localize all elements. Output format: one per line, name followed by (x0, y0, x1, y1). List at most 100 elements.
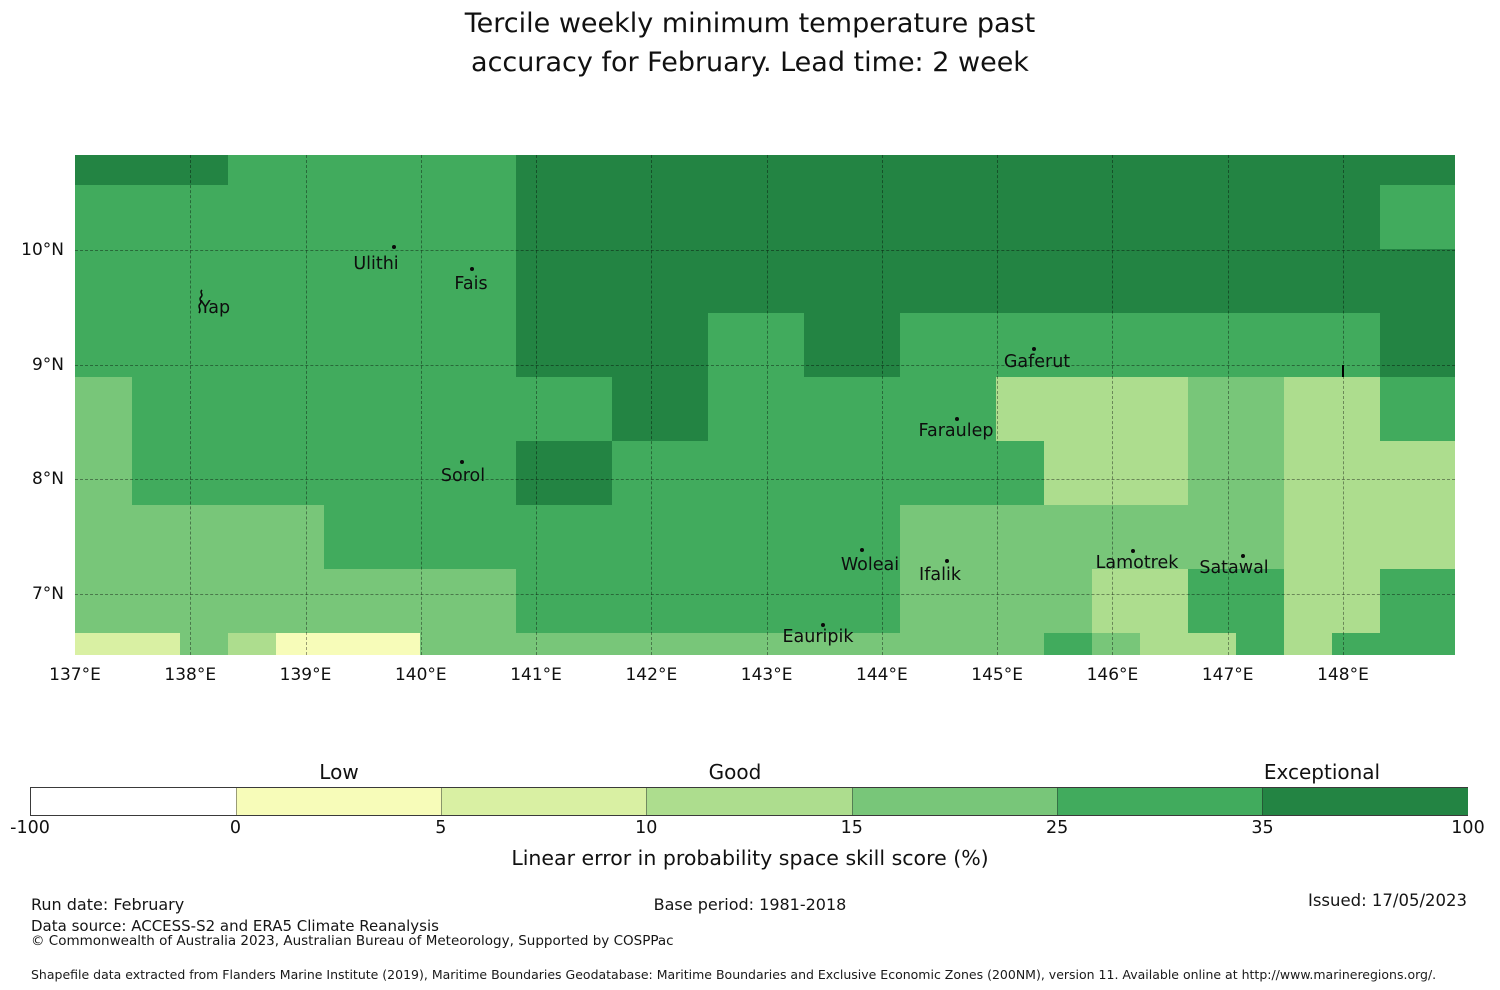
colorbar-tick-label: -100 (10, 818, 50, 838)
x-tick-label: 143°E (740, 665, 793, 685)
colorbar-tick-label: 5 (435, 818, 447, 838)
longitude-gridline (1112, 155, 1114, 655)
colorbar-tick-label: 0 (229, 818, 241, 838)
grid-cell (420, 633, 1044, 655)
shapefile-attribution-text: Shapefile data extracted from Flanders M… (31, 967, 1437, 982)
island-marker (392, 245, 396, 249)
latitude-gridline (75, 364, 1455, 366)
island-label: Sorol (440, 466, 486, 486)
grid-cell (1284, 569, 1380, 633)
x-tick-label: 148°E (1317, 665, 1369, 685)
x-tick-label: 144°E (856, 665, 908, 685)
grid-cell (1188, 441, 1284, 505)
grid-cell (75, 377, 132, 441)
island-marker (1131, 549, 1135, 553)
data-source-text: Data source: ACCESS-S2 and ERA5 Climate … (31, 917, 439, 935)
grid-cell (1284, 377, 1380, 441)
grid-cell (276, 633, 420, 655)
colorbar-category-label: Exceptional (1263, 760, 1381, 784)
grid-cell (1092, 569, 1188, 633)
base-period-text: Base period: 1981-2018 (653, 895, 847, 914)
colorbar-segment (441, 788, 648, 815)
copyright-text: © Commonwealth of Australia 2023, Austra… (31, 933, 674, 949)
y-tick-label: 8°N (31, 469, 64, 490)
colorbar-segment (851, 788, 1058, 815)
longitude-gridline (1227, 155, 1229, 655)
colorbar-segment (1261, 788, 1468, 815)
island-label: Lamotrek (1095, 553, 1179, 573)
longitude-gridline (881, 155, 883, 655)
grid-cell (516, 185, 1380, 249)
x-tick-label: 147°E (1201, 665, 1254, 685)
grid-cell (516, 313, 708, 377)
colorbar-axis-label: Linear error in probability space skill … (511, 846, 989, 870)
yap-island-shape (198, 289, 203, 314)
grid-cell (75, 505, 324, 569)
x-tick-label: 146°E (1086, 665, 1139, 685)
grid-cell (228, 633, 276, 655)
island-label: Satawal (1199, 558, 1269, 578)
colorbar-segment (31, 788, 237, 815)
x-tick-label: 139°E (279, 665, 332, 685)
colorbar-segment (236, 788, 443, 815)
latitude-gridline (75, 250, 1455, 251)
y-tick-label: 10°N (21, 240, 64, 260)
chart-title-line2: accuracy for February. Lead time: 2 week (471, 47, 1029, 78)
grid-cell (516, 249, 1455, 313)
grid-cell (75, 441, 132, 505)
grid-cell (516, 155, 1455, 185)
issued-date-text: Issued: 17/05/2023 (1307, 891, 1467, 910)
grid-cell (1092, 633, 1140, 655)
island-marker (470, 267, 474, 271)
island-label: Faraulep (918, 421, 994, 441)
island-label: Yap (199, 298, 231, 318)
x-tick-label: 140°E (394, 665, 447, 685)
island-label: Ifalik (919, 565, 961, 585)
island-marker (860, 548, 864, 552)
island-label: Eauripik (782, 627, 854, 647)
island-label: Ulithi (353, 254, 399, 274)
chart-title-line1: Tercile weekly minimum temperature past (464, 8, 1036, 39)
run-date-text: Run date: February (31, 895, 185, 914)
grid-cell (1044, 441, 1188, 505)
x-tick-label: 142°E (625, 665, 678, 685)
grid-cell (1284, 441, 1455, 505)
colorbar-segment (646, 788, 853, 815)
x-tick-label: 145°E (971, 665, 1024, 685)
island-marker (1241, 554, 1245, 558)
grid-cell (1284, 505, 1455, 569)
grid-cell (516, 441, 612, 505)
colorbar (30, 787, 1468, 816)
island-marker (460, 460, 464, 464)
island-marker (955, 417, 959, 421)
island-marker (1032, 347, 1036, 351)
colorbar-tick-label: 25 (1046, 818, 1069, 838)
latitude-gridline (75, 479, 1455, 481)
chart-title: Tercile weekly minimum temperature past … (0, 4, 1500, 82)
latitude-gridline (75, 593, 1455, 595)
map-plot-area: Yap Ulithi Fais Sorol Gaferut Faraulep Woleai I… (75, 155, 1455, 655)
longitude-gridline (766, 155, 768, 655)
grid-cell (900, 505, 1284, 569)
grid-cell (1284, 633, 1332, 655)
island-label: Fais (454, 274, 488, 294)
grid-cell (612, 377, 708, 441)
island-marker (945, 559, 949, 563)
grid-cell (180, 633, 228, 655)
y-tick-label: 9°N (31, 354, 64, 375)
longitude-gridline (305, 155, 307, 655)
longitude-gridline (536, 155, 538, 655)
grid-cell (75, 633, 180, 655)
colorbar-tick-label: 100 (1451, 818, 1485, 838)
grid-cell (75, 155, 228, 185)
island-label: Gaferut (1003, 352, 1071, 372)
x-tick-label: 141°E (510, 665, 562, 685)
longitude-gridline (190, 155, 192, 655)
island-marker (821, 623, 825, 627)
grid-cell (1188, 377, 1284, 441)
grid-cell (900, 569, 1092, 633)
colorbar-tick-label: 10 (635, 818, 658, 838)
grid-cell (996, 377, 1188, 441)
colorbar-segment (1056, 788, 1263, 815)
